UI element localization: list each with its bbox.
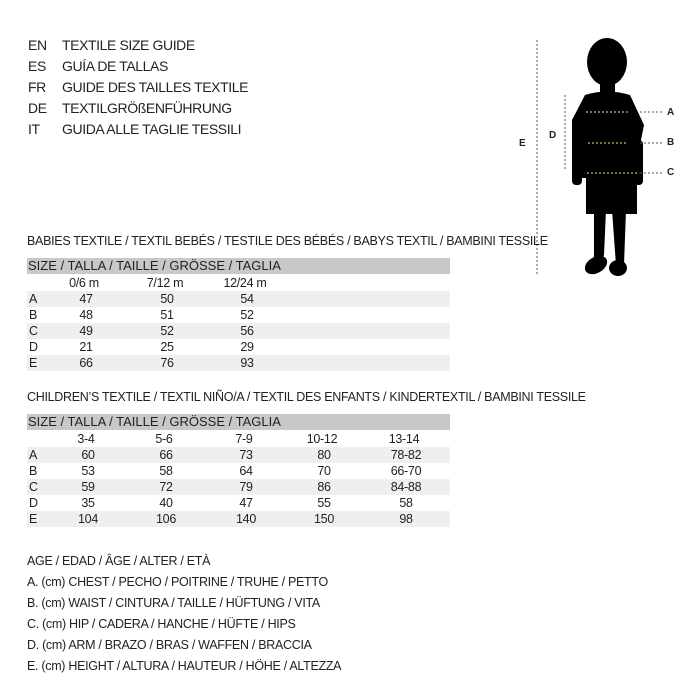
table-cell: 40 [159, 496, 173, 510]
label-e: E [519, 138, 526, 149]
column-header-row: 3-4 5-6 7-9 10-12 13-14 [27, 431, 450, 447]
guide-title: GUÍA DE TALLAS [62, 58, 168, 74]
table-cell: 76 [160, 356, 174, 370]
guide-title: TEXTILE SIZE GUIDE [62, 37, 195, 53]
table-cell: 35 [81, 496, 95, 510]
table-cell: 25 [160, 340, 174, 354]
column-header: 0/6 m [69, 276, 99, 290]
legend-item: E. (cm) HEIGHT / ALTURA / HAUTEUR / HÖHE… [27, 659, 342, 673]
column-header: 3-4 [77, 432, 95, 446]
table-cell: 55 [317, 496, 331, 510]
table-cell: 98 [399, 512, 413, 526]
language-code: ES [28, 58, 46, 74]
table-cell: 47 [239, 496, 253, 510]
row-label: E [29, 356, 38, 370]
silhouette-icon [572, 38, 644, 276]
table-cell: 48 [79, 308, 93, 322]
table-cell: 70 [317, 464, 331, 478]
table-cell: 58 [159, 464, 173, 478]
table-row: A 60 66 73 80 78-82 [27, 447, 450, 463]
table-cell: 72 [159, 480, 173, 494]
table-row: D 21 25 29 [27, 339, 450, 355]
table-cell: 106 [156, 512, 176, 526]
table-cell: 66 [159, 448, 173, 462]
table-cell: 29 [240, 340, 254, 354]
table-row: C 49 52 56 [27, 323, 450, 339]
table-cell: 73 [239, 448, 253, 462]
table-cell: 78-82 [390, 448, 422, 462]
table-cell: 21 [79, 340, 93, 354]
language-code: IT [28, 121, 40, 137]
label-d: D [549, 130, 556, 141]
row-label: D [29, 496, 39, 510]
column-header: 12/24 m [223, 276, 267, 290]
row-label: A [29, 448, 38, 462]
table-cell: 52 [240, 308, 254, 322]
size-header-bar: SIZE / TALLA / TAILLE / GRÖSSE / TAGLIA [27, 258, 450, 274]
guide-title: GUIDE DES TAILLES TEXTILE [62, 79, 249, 95]
row-label: B [29, 308, 38, 322]
children-title: CHILDREN’S TEXTILE / TEXTIL NIÑO/A / TEX… [27, 390, 586, 404]
row-label: E [29, 512, 38, 526]
column-header: 5-6 [155, 432, 173, 446]
table-row: E 104 106 140 150 98 [27, 511, 450, 527]
table-cell: 60 [81, 448, 95, 462]
label-c: C [667, 167, 674, 178]
table-cell: 58 [399, 496, 413, 510]
table-cell: 50 [160, 292, 174, 306]
table-row: C 59 72 79 86 84-88 [27, 479, 450, 495]
table-cell: 80 [317, 448, 331, 462]
babies-title: BABIES TEXTILE / TEXTIL BEBÉS / TESTILE … [27, 234, 548, 248]
table-row: D 35 40 47 55 58 [27, 495, 450, 511]
size-header-label: SIZE / TALLA / TAILLE / GRÖSSE / TAGLIA [28, 258, 281, 273]
table-cell: 49 [79, 324, 93, 338]
table-cell: 66-70 [390, 464, 422, 478]
table-cell: 66 [79, 356, 93, 370]
table-row: E 66 76 93 [27, 355, 450, 371]
table-cell: 150 [314, 512, 334, 526]
guide-title: TEXTILGRÖßENFÜHRUNG [62, 100, 232, 116]
table-row: A 47 50 54 [27, 291, 450, 307]
table-cell: 59 [81, 480, 95, 494]
table-row: B 53 58 64 70 66-70 [27, 463, 450, 479]
row-label: C [29, 480, 39, 494]
table-cell: 54 [240, 292, 254, 306]
table-cell: 52 [160, 324, 174, 338]
table-cell: 84-88 [390, 480, 422, 494]
label-b: B [667, 137, 674, 148]
child-silhouette-diagram [536, 38, 662, 276]
guide-title: GUIDA ALLE TAGLIE TESSILI [62, 121, 242, 137]
language-code: FR [28, 79, 46, 95]
table-cell: 56 [240, 324, 254, 338]
table-cell: 93 [240, 356, 254, 370]
table-cell: 140 [236, 512, 256, 526]
table-cell: 53 [81, 464, 95, 478]
legend-item: B. (cm) WAIST / CINTURA / TAILLE / HÜFTU… [27, 596, 320, 610]
table-cell: 64 [239, 464, 253, 478]
row-label: C [29, 324, 39, 338]
row-label: B [29, 464, 38, 478]
table-cell: 86 [317, 480, 331, 494]
legend-item: AGE / EDAD / ÂGE / ALTER / ETÀ [27, 554, 211, 568]
row-label: D [29, 340, 39, 354]
table-cell: 104 [78, 512, 98, 526]
size-header-bar: SIZE / TALLA / TAILLE / GRÖSSE / TAGLIA [27, 414, 450, 430]
table-cell: 51 [160, 308, 174, 322]
column-header-row: 0/6 m 7/12 m 12/24 m [27, 275, 450, 291]
language-code: DE [28, 100, 47, 116]
legend-item: C. (cm) HIP / CADERA / HANCHE / HÜFTE / … [27, 617, 296, 631]
size-header-label: SIZE / TALLA / TAILLE / GRÖSSE / TAGLIA [28, 414, 281, 429]
legend-item: D. (cm) ARM / BRAZO / BRAS / WAFFEN / BR… [27, 638, 312, 652]
column-header: 10-12 [306, 432, 338, 446]
legend-item: A. (cm) CHEST / PECHO / POITRINE / TRUHE… [27, 575, 328, 589]
table-cell: 47 [79, 292, 93, 306]
column-header: 7-9 [235, 432, 253, 446]
label-a: A [667, 107, 674, 118]
table-row: B 48 51 52 [27, 307, 450, 323]
row-label: A [29, 292, 38, 306]
column-header: 7/12 m [146, 276, 184, 290]
table-cell: 79 [239, 480, 253, 494]
column-header: 13-14 [388, 432, 420, 446]
language-code: EN [28, 37, 47, 53]
